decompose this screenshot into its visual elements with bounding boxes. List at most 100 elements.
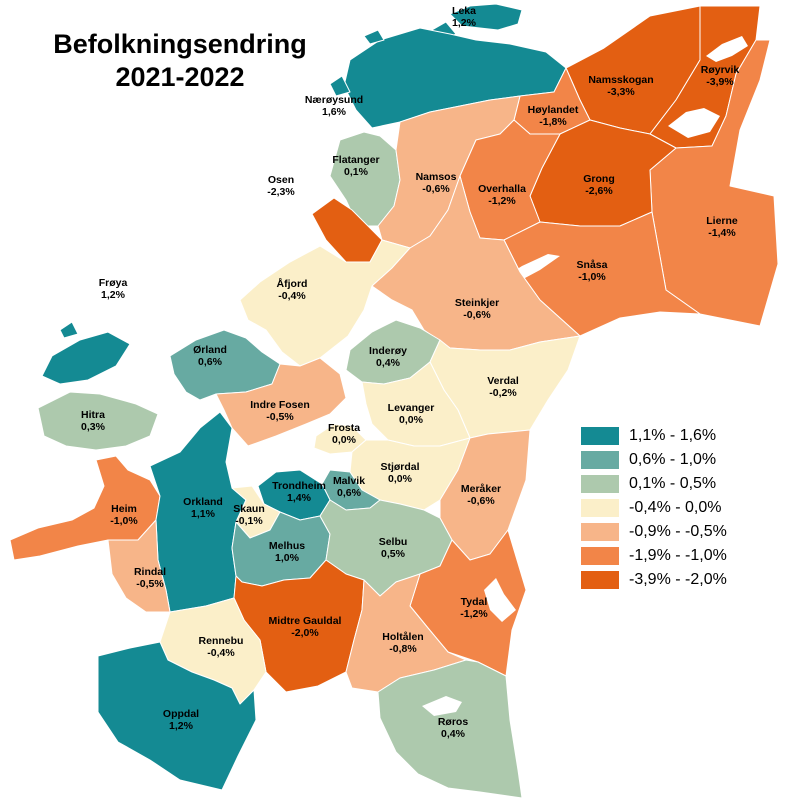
region-heim — [9, 455, 161, 561]
label-name-flatanger: Flatanger — [332, 154, 379, 166]
legend-label: -3,9% - -2,0% — [629, 571, 727, 588]
label-name-inderøy: Inderøy — [369, 345, 407, 357]
legend-swatch — [581, 499, 619, 517]
legend-swatch — [581, 427, 619, 445]
label-value-stjørdal: 0,0% — [388, 473, 413, 485]
label-value-indre-fosen: -0,5% — [266, 411, 294, 423]
label-name-melhus: Melhus — [269, 540, 305, 552]
label-name-orkland: Orkland — [183, 496, 223, 508]
label-value-namsskogan: -3,3% — [607, 86, 635, 98]
label-value-inderøy: 0,4% — [376, 357, 401, 369]
legend-swatch — [581, 547, 619, 565]
label-value-grong: -2,6% — [585, 185, 613, 197]
label-value-åfjord: -0,4% — [278, 290, 306, 302]
label-name-hitra: Hitra — [81, 409, 105, 421]
label-value-overhalla: -1,2% — [488, 195, 516, 207]
label-name-frosta: Frosta — [328, 422, 360, 434]
label-value-namsos: -0,6% — [422, 183, 450, 195]
lake-royrvik — [706, 36, 748, 62]
legend-swatch — [581, 451, 619, 469]
legend-item: -1,9% - -1,0% — [581, 544, 727, 568]
legend-label: -0,4% - 0,0% — [629, 499, 722, 516]
label-value-orkland: 1,1% — [191, 508, 216, 520]
label-value-levanger: 0,0% — [399, 414, 424, 426]
label-name-steinkjer: Steinkjer — [455, 297, 499, 309]
label-name-holtålen: Holtålen — [382, 631, 423, 643]
label-name-indre-fosen: Indre Fosen — [250, 399, 310, 411]
label-value-midtre-gauldal: -2,0% — [291, 627, 319, 639]
label-name-namsos: Namsos — [416, 171, 457, 183]
label-name-overhalla: Overhalla — [478, 183, 526, 195]
label-value-leka: 1,2% — [452, 17, 477, 29]
region-naeroysund — [329, 27, 567, 129]
label-value-trondheim: 1,4% — [287, 492, 312, 504]
region-roros — [377, 659, 523, 799]
label-name-stjørdal: Stjørdal — [380, 461, 419, 473]
label-value-verdal: -0,2% — [489, 387, 517, 399]
label-name-ørland: Ørland — [193, 344, 227, 356]
label-name-verdal: Verdal — [487, 375, 519, 387]
label-value-tydal: -1,2% — [460, 608, 488, 620]
title-line-1: Befolkningsendring — [53, 29, 307, 59]
lake-tydal — [484, 578, 516, 622]
label-value-nærøysund: 1,6% — [322, 106, 347, 118]
region-hitra — [37, 391, 159, 451]
label-value-snåsa: -1,0% — [578, 271, 606, 283]
label-name-midtre-gauldal: Midtre Gauldal — [269, 615, 342, 627]
label-value-lierne: -1,4% — [708, 227, 736, 239]
label-name-snåsa: Snåsa — [577, 259, 608, 271]
legend-item: 0,1% - 0,5% — [581, 472, 727, 496]
label-value-malvik: 0,6% — [337, 487, 362, 499]
label-value-steinkjer: -0,6% — [463, 309, 491, 321]
label-name-høylandet: Høylandet — [528, 104, 579, 116]
label-name-trondheim: Trondheim — [272, 480, 326, 492]
label-name-åfjord: Åfjord — [277, 277, 308, 290]
label-value-rennebu: -0,4% — [207, 647, 235, 659]
region-rindal — [107, 519, 171, 613]
label-value-heim: -1,0% — [110, 515, 138, 527]
legend-label: 1,1% - 1,6% — [629, 427, 717, 444]
label-name-selbu: Selbu — [379, 536, 408, 548]
label-name-rindal: Rindal — [134, 566, 166, 578]
region-oppdal — [97, 641, 257, 791]
region-froya — [41, 321, 131, 385]
label-name-heim: Heim — [111, 503, 137, 515]
legend-label: -0,9% - -0,5% — [629, 523, 727, 540]
legend-swatch — [581, 571, 619, 589]
label-name-grong: Grong — [583, 173, 615, 185]
label-value-selbu: 0,5% — [381, 548, 406, 560]
label-value-oppdal: 1,2% — [169, 720, 194, 732]
legend-label: 0,6% - 1,0% — [629, 451, 717, 468]
label-name-namsskogan: Namsskogan — [588, 74, 653, 86]
label-value-osen: -2,3% — [267, 186, 295, 198]
label-value-frøya: 1,2% — [101, 289, 126, 301]
label-value-holtålen: -0,8% — [389, 643, 417, 655]
lake-namsskogan — [668, 108, 720, 138]
legend-label: -1,9% - -1,0% — [629, 547, 727, 564]
legend-item: -0,4% - 0,0% — [581, 496, 727, 520]
label-name-oppdal: Oppdal — [163, 708, 199, 720]
label-value-ørland: 0,6% — [198, 356, 223, 368]
map-title: Befolkningsendring 2021-2022 — [30, 28, 330, 94]
legend-item: 1,1% - 1,6% — [581, 424, 727, 448]
label-value-rindal: -0,5% — [136, 578, 164, 590]
lake-roros — [422, 696, 462, 716]
region-indre-fosen — [215, 357, 347, 447]
label-name-rennebu: Rennebu — [199, 635, 244, 647]
label-name-tydal: Tydal — [461, 596, 488, 608]
label-value-hitra: 0,3% — [81, 421, 106, 433]
label-name-røyrvik: Røyrvik — [701, 64, 740, 76]
legend-label: 0,1% - 0,5% — [629, 475, 717, 492]
label-value-røyrvik: -3,9% — [706, 76, 734, 88]
label-name-røros: Røros — [438, 716, 468, 728]
label-name-meråker: Meråker — [461, 483, 501, 495]
label-value-flatanger: 0,1% — [344, 166, 369, 178]
label-value-meråker: -0,6% — [467, 495, 495, 507]
legend-item: 0,6% - 1,0% — [581, 448, 727, 472]
municipality-labels: Leka1,2%Nærøysund1,6%Namsskogan-3,3%Røyr… — [81, 5, 739, 740]
label-name-osen: Osen — [268, 174, 294, 186]
label-name-skaun: Skaun — [233, 503, 265, 515]
label-name-nærøysund: Nærøysund — [305, 94, 363, 106]
label-name-frøya: Frøya — [99, 277, 128, 289]
